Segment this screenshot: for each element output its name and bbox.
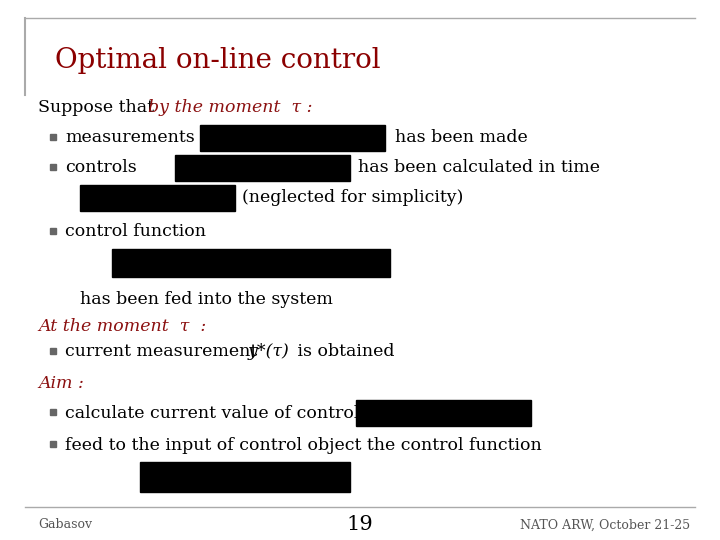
Text: calculate current value of control: calculate current value of control — [65, 404, 359, 422]
Text: y*(τ): y*(τ) — [248, 343, 289, 361]
Text: Optimal on-line control: Optimal on-line control — [55, 46, 381, 73]
Bar — [356, 400, 531, 426]
Text: controls: controls — [65, 159, 137, 177]
Text: Aim :: Aim : — [38, 375, 84, 393]
Bar — [50, 134, 56, 140]
Bar — [50, 348, 56, 354]
Text: (neglected for simplicity): (neglected for simplicity) — [242, 190, 464, 206]
Bar — [140, 462, 350, 492]
Bar — [80, 185, 235, 211]
Text: feed to the input of control object the control function: feed to the input of control object the … — [65, 436, 541, 454]
Bar — [50, 164, 56, 171]
Bar — [112, 249, 390, 277]
Text: has been calculated in time: has been calculated in time — [358, 159, 600, 177]
Text: is obtained: is obtained — [292, 343, 395, 361]
Text: NATO ARW, October 21-25: NATO ARW, October 21-25 — [520, 518, 690, 531]
Text: has been fed into the system: has been fed into the system — [80, 292, 333, 308]
Text: Suppose that: Suppose that — [38, 99, 160, 117]
Text: measurements: measurements — [65, 130, 194, 146]
Text: current measurement: current measurement — [65, 343, 269, 361]
Bar — [200, 125, 385, 151]
Bar — [50, 409, 56, 415]
Text: has been made: has been made — [395, 130, 528, 146]
Text: control function: control function — [65, 224, 206, 240]
Text: 19: 19 — [346, 516, 374, 535]
Bar — [50, 228, 56, 234]
Text: At the moment  τ  :: At the moment τ : — [38, 318, 206, 334]
Bar — [50, 441, 56, 448]
Text: by the moment  τ :: by the moment τ : — [148, 99, 312, 117]
Text: Gabasov: Gabasov — [38, 518, 92, 531]
Bar — [175, 155, 350, 181]
